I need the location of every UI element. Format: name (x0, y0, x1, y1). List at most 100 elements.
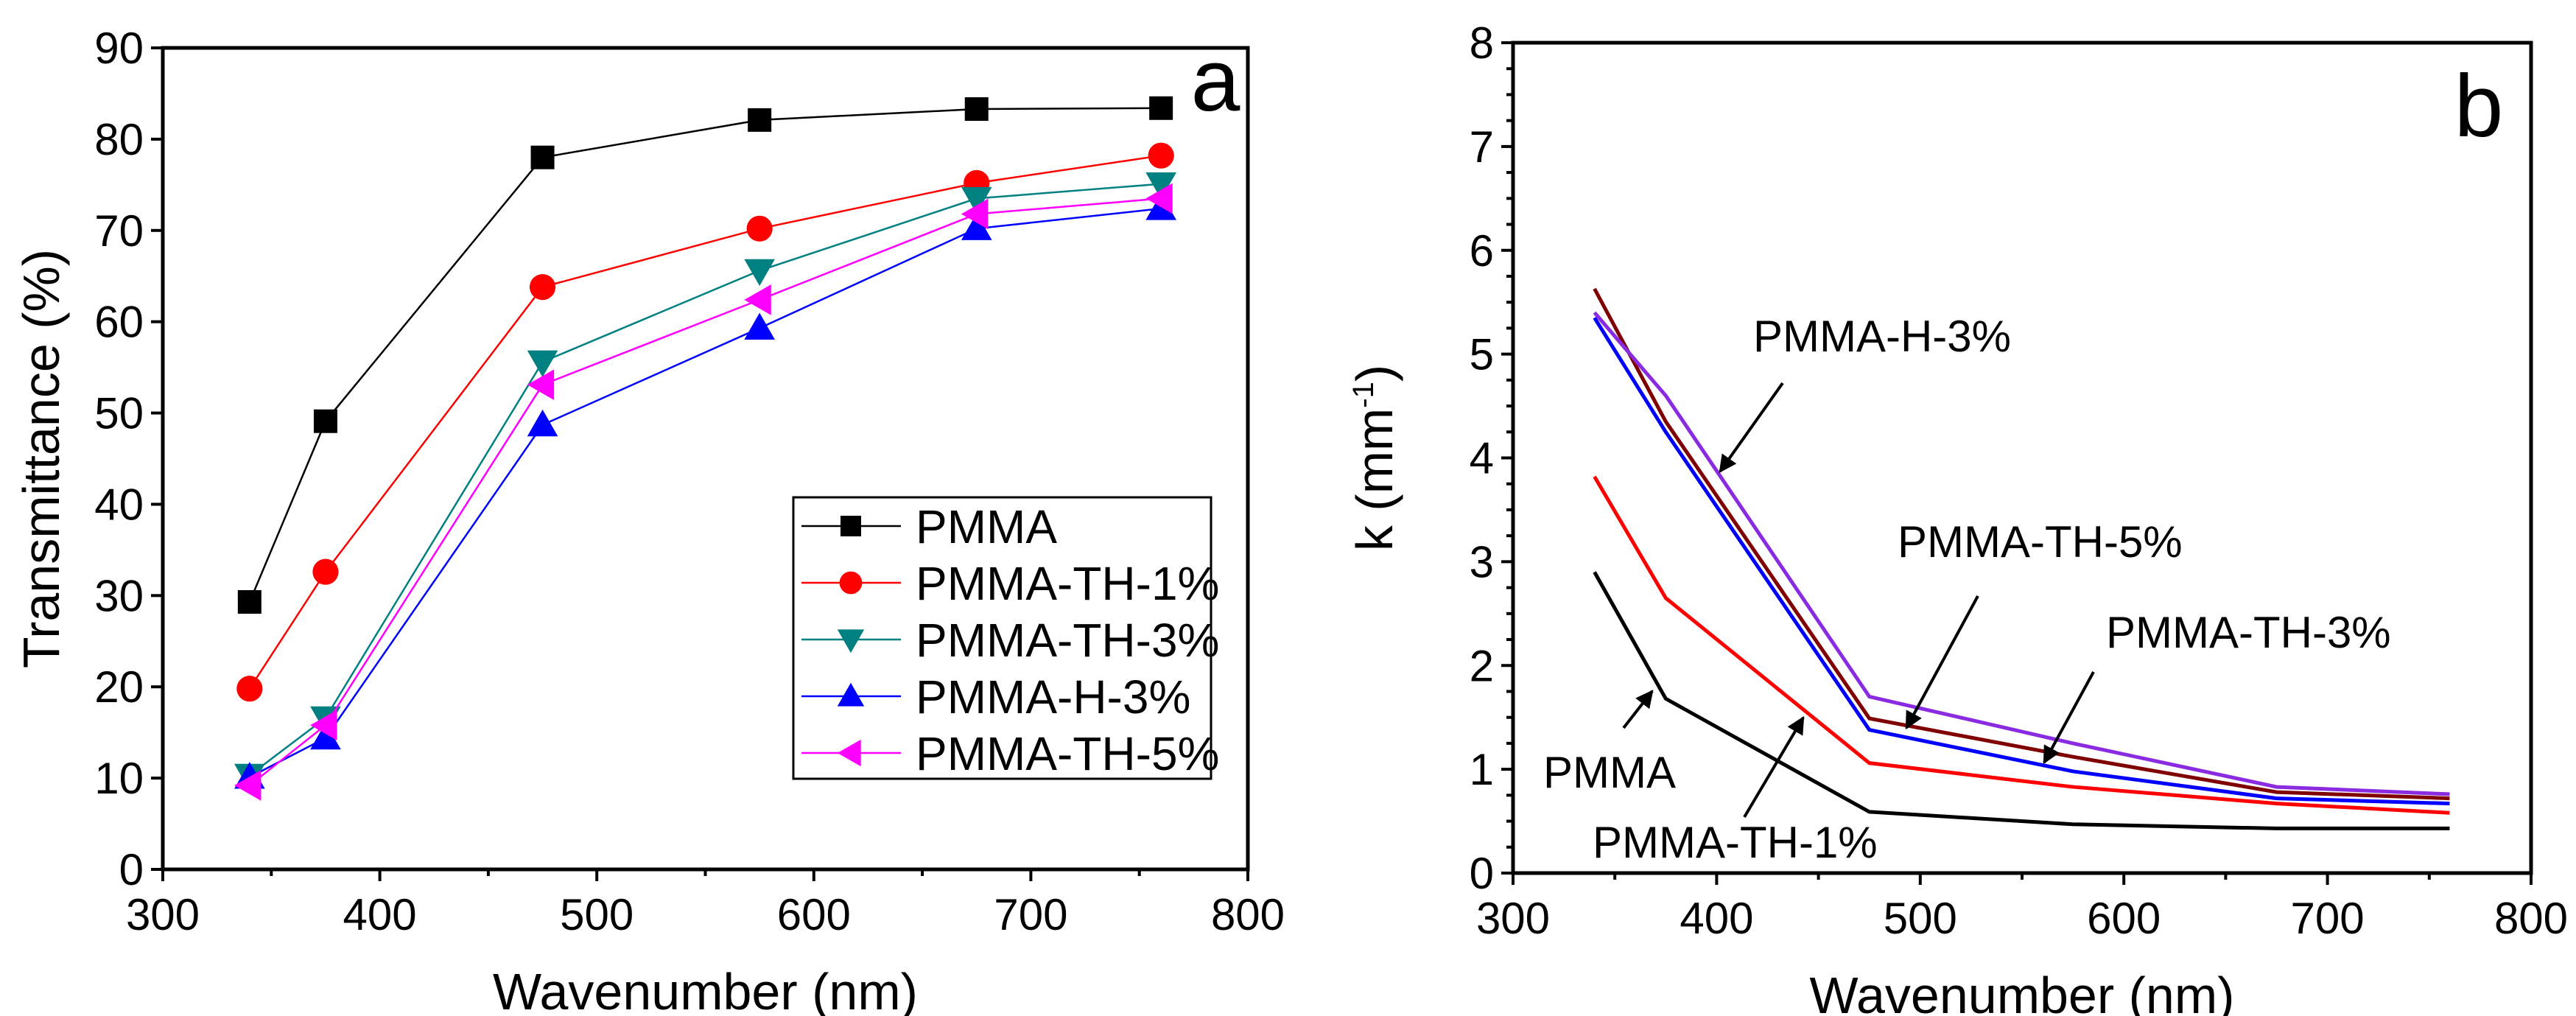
panel-label: b (2454, 57, 2504, 155)
x-tick-label: 800 (2494, 894, 2568, 943)
series-line-PMMA-TH-3% (249, 183, 1162, 777)
legend: PMMAPMMA-TH-1%PMMA-TH-3%PMMA-H-3%PMMA-TH… (792, 496, 1219, 780)
y-tick-label: 3 (1470, 537, 1494, 586)
y-axis-title: Transmittance (%) (13, 249, 70, 668)
data-point (530, 145, 555, 169)
data-point (312, 558, 339, 585)
data-point (744, 312, 775, 340)
y-tick-label: 0 (1470, 849, 1494, 898)
data-point (529, 273, 556, 301)
series-line-PMMA-TH-5% (249, 197, 1162, 787)
annotation: PMMA-TH-5% (1898, 517, 2183, 730)
y-tick-label: 80 (94, 115, 144, 164)
x-axis-title: Wavenumber (nm) (1810, 967, 2235, 1016)
legend-label: PMMA-TH-1% (916, 557, 1219, 610)
data-point (234, 770, 262, 801)
legend-label: PMMA-TH-5% (916, 727, 1219, 780)
data-point (964, 97, 989, 122)
x-tick-label: 700 (2291, 894, 2365, 943)
x-tick-label: 400 (343, 890, 417, 939)
annotation: PMMA (1543, 690, 1676, 797)
x-tick-label: 600 (777, 890, 851, 939)
x-tick-label: 300 (126, 890, 200, 939)
annotation-arrow (1622, 690, 1654, 729)
data-point (236, 676, 263, 702)
series-line-PMMA-TH-5% (1593, 287, 2450, 801)
data-point (744, 284, 771, 315)
series-line-PMMA-TH-1% (1593, 475, 2450, 815)
legend-item: PMMA-TH-3% (801, 614, 1219, 667)
legend-item: PMMA-TH-5% (801, 727, 1219, 780)
y-tick-label: 90 (94, 24, 144, 73)
data-point (527, 409, 558, 437)
annotation-label: PMMA-TH-3% (2106, 608, 2391, 657)
data-point (746, 215, 773, 242)
data-point (961, 198, 989, 230)
y-tick-label: 60 (94, 298, 144, 347)
data-point (837, 629, 865, 654)
legend-item: PMMA-TH-1% (801, 557, 1219, 610)
annotation-label: PMMA (1543, 748, 1676, 797)
y-tick-label: 7 (1470, 122, 1494, 172)
legend-label: PMMA (916, 500, 1057, 553)
data-point (1148, 142, 1174, 169)
y-tick-label: 2 (1470, 641, 1494, 690)
data-point (748, 108, 772, 132)
series-line-PMMA (1593, 571, 2450, 830)
data-point (744, 259, 775, 287)
data-point (840, 516, 861, 536)
annotation: PMMA-H-3% (1719, 312, 2011, 473)
data-point (961, 213, 992, 240)
annotation-label: PMMA-TH-1% (1593, 818, 1878, 867)
annotation-label: PMMA-TH-5% (1898, 517, 2183, 567)
annotation-arrow (1719, 382, 1784, 473)
legend-box (792, 496, 1212, 780)
x-tick-label: 500 (560, 890, 634, 939)
data-point (313, 409, 337, 433)
y-tick-label: 8 (1470, 18, 1494, 68)
series-line-PMMA-TH-3% (1593, 316, 2450, 806)
legend-item: PMMA (801, 500, 1057, 553)
y-tick-label: 4 (1470, 434, 1494, 483)
data-point (310, 722, 341, 750)
panel-label: a (1191, 31, 1240, 130)
series-line-PMMA-H-3% (1593, 311, 2450, 796)
x-tick-label: 600 (2087, 894, 2161, 943)
data-point (527, 369, 555, 400)
x-tick-label: 800 (1211, 890, 1285, 939)
annotation-arrow (2043, 671, 2095, 765)
chart-b: 300 400 500 600 700 800 0 1 2 3 4 5 6 7 8 Wavenumber (n… (1346, 18, 2568, 1016)
x-tick-label: 500 (1884, 894, 1957, 943)
y-tick-label: 0 (119, 845, 144, 894)
annotation-label: PMMA-H-3% (1753, 312, 2011, 361)
annotation-arrow (1905, 595, 1979, 730)
y-tick-label: 40 (94, 480, 144, 529)
legend-item: PMMA-H-3% (801, 670, 1190, 724)
y-tick-label: 1 (1470, 745, 1494, 794)
data-point (237, 590, 262, 614)
series-line-PMMA-TH-1% (248, 154, 1162, 690)
y-axis-title: k (mm-1) (1346, 365, 1403, 551)
annotation: PMMA-TH-3% (2043, 608, 2391, 765)
data-point (310, 710, 337, 741)
y-tick-label: 30 (94, 571, 144, 620)
annotation: PMMA-TH-1% (1593, 715, 1878, 867)
y-tick-label: 6 (1470, 226, 1494, 276)
y-tick-label: 10 (94, 754, 144, 803)
y-tick-label: 50 (94, 389, 144, 438)
y-tick-label: 70 (94, 206, 144, 256)
data-point (837, 682, 865, 707)
data-point (1145, 172, 1176, 200)
x-tick-label: 400 (1680, 894, 1753, 943)
data-point (837, 739, 861, 767)
data-point (1149, 96, 1173, 120)
annotation-arrow (1743, 715, 1805, 819)
x-tick-label: 700 (994, 890, 1067, 939)
data-point (961, 186, 992, 214)
y-tick-label: 5 (1470, 330, 1494, 379)
series-line-PMMA-H-3% (249, 207, 1162, 778)
chart-a: 300 400 500 600 700 800 0 10 20 30 40 50 60 70 80 90 Wav… (13, 24, 1285, 1016)
data-point (1145, 183, 1173, 214)
data-point (839, 571, 863, 595)
